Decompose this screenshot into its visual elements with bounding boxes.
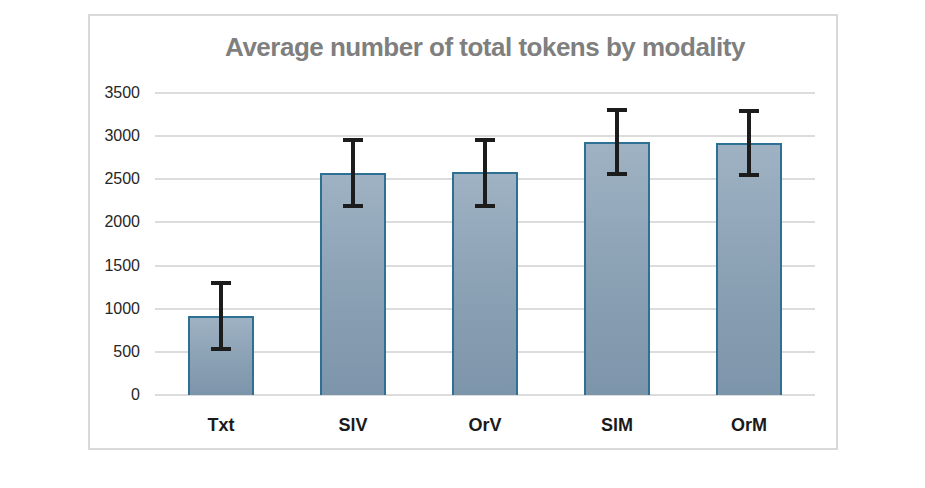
error-bar-orm	[747, 111, 751, 176]
error-bar-cap-upper-slv	[343, 138, 363, 142]
error-bar-cap-upper-orv	[475, 138, 495, 142]
error-bar-cap-lower-txt	[211, 347, 231, 351]
y-axis-tick-label-1500: 1500	[90, 257, 140, 275]
y-axis-tick-label-500: 500	[90, 343, 140, 361]
error-bar-orv	[483, 140, 487, 206]
error-bar-cap-upper-slm	[607, 108, 627, 112]
gridline-3500	[155, 92, 815, 94]
y-axis-tick-label-0: 0	[90, 386, 140, 404]
x-axis-label-slv: SlV	[287, 415, 419, 436]
y-axis-tick-label-3000: 3000	[90, 127, 140, 145]
chart-title: Average number of total tokens by modali…	[155, 32, 815, 63]
gridline-3000	[155, 135, 815, 137]
y-axis-tick-label-3500: 3500	[90, 84, 140, 102]
y-axis-tick-label-2000: 2000	[90, 213, 140, 231]
bar-orm	[716, 143, 782, 395]
x-axis-label-orm: OrM	[683, 415, 815, 436]
error-bar-slm	[615, 110, 619, 174]
error-bar-cap-lower-slm	[607, 172, 627, 176]
x-axis-label-orv: OrV	[419, 415, 551, 436]
y-axis-tick-label-1000: 1000	[90, 300, 140, 318]
error-bar-cap-upper-txt	[211, 281, 231, 285]
error-bar-cap-lower-orm	[739, 173, 759, 177]
error-bar-cap-lower-orv	[475, 204, 495, 208]
screenshot-canvas: Average number of total tokens by modali…	[0, 0, 925, 488]
error-bar-txt	[219, 283, 223, 349]
bar-slm	[584, 142, 650, 395]
chart-container: Average number of total tokens by modali…	[88, 14, 838, 450]
error-bar-cap-lower-slv	[343, 204, 363, 208]
x-axis-label-slm: SlM	[551, 415, 683, 436]
y-axis-tick-label-2500: 2500	[90, 170, 140, 188]
error-bar-cap-upper-orm	[739, 109, 759, 113]
error-bar-slv	[351, 140, 355, 206]
x-axis-label-txt: Txt	[155, 415, 287, 436]
